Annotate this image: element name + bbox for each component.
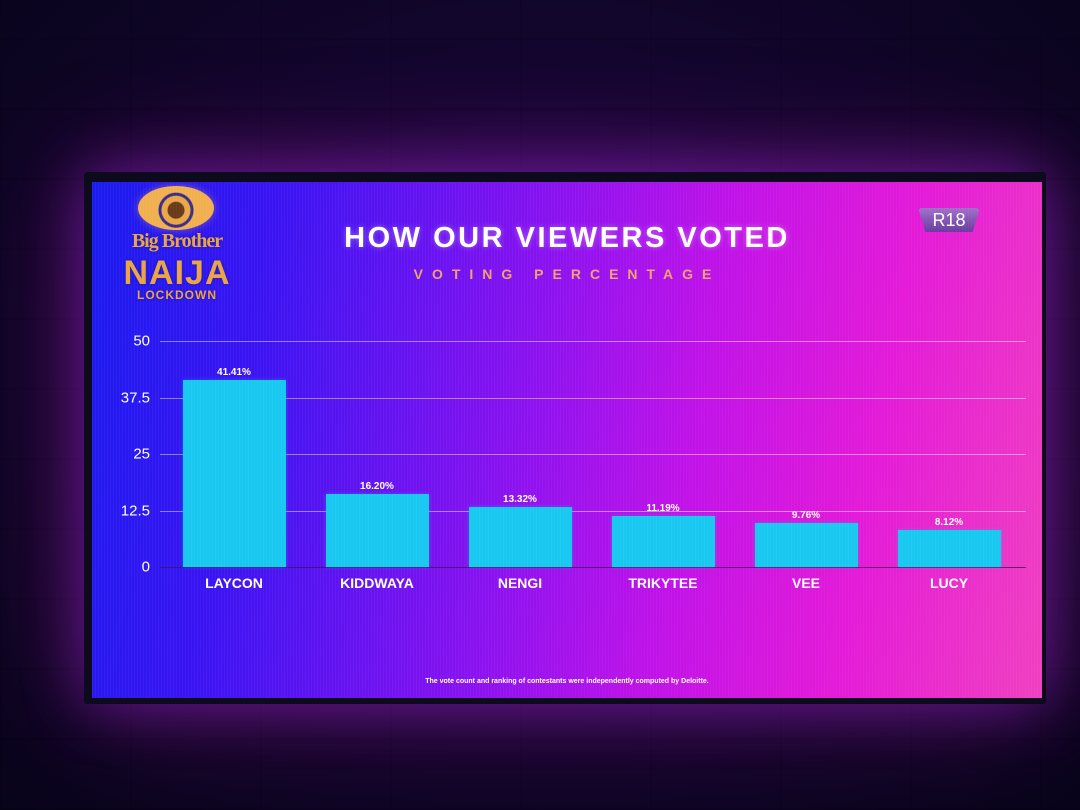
bar-value-label: 41.41%: [217, 366, 251, 378]
eye-logo-icon: [138, 186, 214, 230]
tv-screen: Big Brother NAIJA LOCKDOWN HOW OUR VIEWE…: [92, 182, 1042, 698]
bar-lucy: [897, 530, 1001, 567]
bar-vee: [754, 522, 858, 567]
footnote: The vote count and ranking of contestant…: [425, 678, 709, 685]
bar-value-label: 8.12%: [934, 517, 964, 529]
y-tick-label: 37.5: [120, 389, 150, 406]
logo-line-3: LOCKDOWN: [137, 288, 217, 302]
category-label: VEE: [791, 575, 820, 591]
category-label: NENGI: [497, 575, 543, 591]
gridline: [160, 510, 1026, 512]
x-axis-baseline: [160, 567, 1026, 568]
y-tick-label: 25: [133, 445, 150, 463]
y-tick-label: 12.5: [120, 502, 150, 519]
category-label: LAYCON: [205, 575, 263, 591]
logo-line-1: Big Brother: [131, 230, 223, 252]
y-tick-label: 50: [133, 332, 150, 350]
bar-value-label: 13.32%: [503, 493, 537, 505]
chart-subtitle: VOTING PERCENTAGE: [413, 266, 721, 282]
gridline: [160, 341, 1026, 342]
bar-value-label: 9.76%: [791, 509, 821, 521]
bbnaija-logo: Big Brother NAIJA LOCKDOWN: [122, 182, 232, 307]
gridline: [160, 397, 1026, 399]
bar-trikytee: [611, 516, 715, 567]
category-label: TRIKYTEE: [628, 575, 698, 591]
rating-badge: R18: [918, 208, 980, 232]
bar-nengi: [468, 506, 572, 567]
chart-title: HOW OUR VIEWERS VOTED: [344, 222, 790, 254]
bar-chart: 50 37.5 25 12.5 0 41.41% LAYCON 16.20% KIDDWAYA 1…: [92, 182, 1042, 698]
logo-line-2: NAIJA: [123, 254, 231, 292]
gridline: [160, 454, 1026, 455]
category-label: LUCY: [929, 575, 969, 591]
bar-kiddwaya: [325, 493, 429, 567]
bar-laycon: [182, 379, 286, 567]
y-tick-label: 0: [141, 558, 150, 576]
bar-value-label: 11.19%: [646, 503, 680, 515]
bar-value-label: 16.20%: [360, 480, 394, 492]
category-label: KIDDWAYA: [340, 575, 414, 591]
